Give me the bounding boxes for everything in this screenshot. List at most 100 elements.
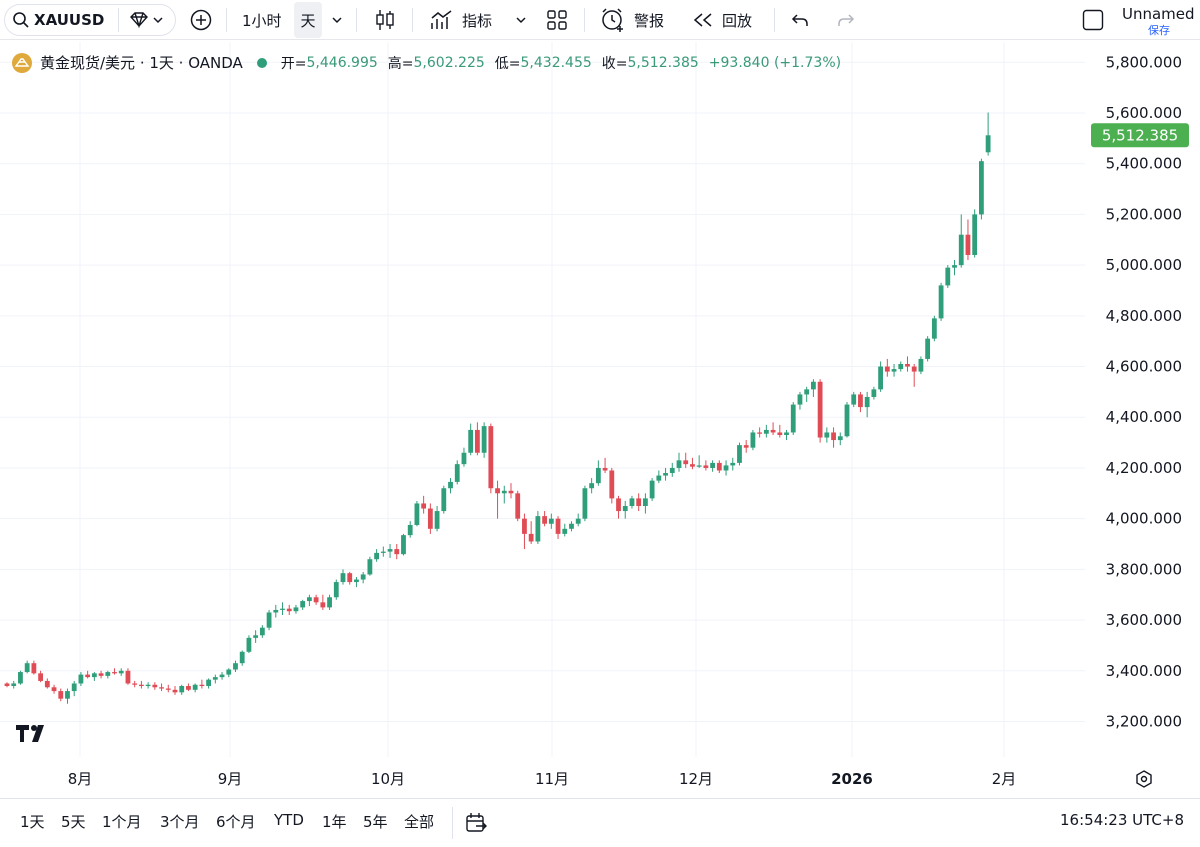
layout-checkbox-icon[interactable] [1082, 0, 1104, 40]
candle-body [817, 381, 823, 438]
candle-body [555, 518, 561, 534]
symbol-search-box[interactable] [4, 4, 176, 36]
candle-body [871, 389, 877, 397]
candle-body [340, 573, 346, 583]
search-icon[interactable] [12, 0, 30, 40]
interval-day-button[interactable]: 天 [294, 2, 322, 38]
alarm-clock-icon[interactable] [600, 0, 626, 40]
candle-body [333, 582, 339, 598]
candle-body [737, 445, 742, 463]
candle-body [259, 627, 265, 636]
alert-button[interactable]: 警报 [634, 11, 665, 30]
candle-body [434, 511, 440, 529]
candle-body [562, 528, 568, 534]
range-all-button[interactable]: 全部 [404, 813, 435, 831]
price-chart[interactable]: 5,800.000 5,600.000 5,400.000 5,200.000 5,00… [0, 42, 1200, 798]
price-tick-label: 5,200.000 [1106, 205, 1182, 223]
candle-body [548, 518, 554, 524]
price-tick-label: 5,400.000 [1106, 155, 1182, 173]
layout-name[interactable]: Unnamed [1122, 5, 1195, 23]
candle-body [125, 670, 131, 684]
candle-body [589, 483, 595, 489]
candle-body [327, 597, 332, 608]
candle-body [441, 488, 447, 512]
candle-body [219, 674, 225, 678]
bottom-toolbar: 1天 5天 1个月 3个月 6个月 YTD 1年 5年 全部 16:54:23 … [0, 798, 1200, 847]
price-tick-label: 4,000.000 [1106, 510, 1182, 528]
price-tick-label: 4,600.000 [1106, 358, 1182, 376]
candle-body [31, 663, 37, 674]
candle-body [952, 265, 957, 268]
symbol-label[interactable]: XAUUSD [34, 11, 105, 29]
price-tick-label: 5,600.000 [1106, 104, 1182, 122]
layout-grid-icon[interactable] [546, 0, 568, 40]
indicators-icon[interactable] [430, 0, 454, 40]
range-3m-button[interactable]: 3个月 [160, 813, 200, 831]
range-1m-button[interactable]: 1个月 [102, 813, 142, 831]
candle-body [51, 687, 57, 692]
candle-body [636, 498, 642, 506]
range-5d-button[interactable]: 5天 [61, 813, 86, 831]
candle-body [85, 674, 91, 678]
candle-body [38, 673, 43, 681]
candle-body [165, 688, 171, 690]
price-axis[interactable]: 5,800.000 5,600.000 5,400.000 5,200.000 5,00… [1106, 53, 1182, 730]
candle-body [958, 234, 964, 266]
time-tick-label: 2026 [831, 770, 873, 788]
candle-body [730, 462, 736, 466]
indicators-button[interactable]: 指标 [462, 11, 493, 30]
time-tick-label: 2月 [992, 770, 1017, 788]
range-1d-button[interactable]: 1天 [20, 813, 45, 831]
interval-1h-button[interactable]: 1小时 [242, 11, 282, 30]
compare-add-icon[interactable] [190, 0, 212, 40]
date-range-icon[interactable] [464, 811, 488, 839]
utc-clock[interactable]: 16:54:23 UTC+8 [1060, 811, 1184, 829]
candle-body [360, 574, 366, 580]
candle-body [179, 686, 185, 693]
candle-body [683, 460, 689, 465]
candle-body [804, 389, 810, 395]
candle-body [878, 366, 883, 390]
candle-body [18, 672, 23, 684]
candle-body [98, 673, 104, 676]
candle-body [407, 525, 413, 536]
redo-icon[interactable] [836, 0, 856, 40]
candles-icon[interactable] [374, 0, 396, 40]
candle-body [844, 404, 850, 437]
chart-legend: 黄金现货/美元 · 1天 · OANDA 开= 5,446.995 高= 5,602… [12, 52, 851, 73]
candle-body [139, 684, 144, 687]
price-tick-label: 5,800.000 [1106, 53, 1182, 71]
candle-body [11, 683, 17, 687]
change-value: +93.840 (+1.73%) [708, 54, 842, 71]
candle-body [65, 691, 70, 699]
tradingview-logo-icon [16, 725, 44, 742]
axis-settings-icon[interactable] [1136, 770, 1152, 788]
candle-body [884, 366, 890, 372]
candle-body [824, 432, 830, 438]
candle-body [266, 612, 272, 628]
time-axis[interactable]: 8月 9月 10月 11月 12月 2026 2月 [68, 770, 1017, 788]
candle-body [448, 481, 453, 489]
range-5y-button[interactable]: 5年 [363, 813, 388, 831]
range-ytd-button[interactable]: YTD [274, 811, 304, 829]
replay-button[interactable]: 回放 [722, 11, 753, 30]
candle-body [985, 135, 991, 153]
diamond-icon[interactable] [128, 0, 166, 40]
market-status-icon[interactable] [256, 57, 267, 68]
replay-icon[interactable] [692, 0, 714, 40]
candle-body [226, 669, 232, 675]
range-1y-button[interactable]: 1年 [322, 813, 347, 831]
candle-body [763, 429, 769, 434]
chevron-down-icon[interactable] [514, 0, 528, 40]
candle-body [864, 396, 870, 408]
candle-body [918, 358, 924, 372]
candle-body [797, 394, 803, 405]
save-button[interactable]: 保存 [1148, 24, 1170, 37]
candle-body [931, 318, 937, 339]
symbol-description[interactable]: 黄金现货/美元 · 1天 · OANDA [40, 54, 243, 72]
undo-icon[interactable] [790, 0, 810, 40]
candle-body [891, 369, 897, 372]
time-tick-label: 8月 [68, 770, 93, 788]
range-6m-button[interactable]: 6个月 [216, 813, 256, 831]
chevron-down-icon[interactable] [330, 0, 344, 40]
